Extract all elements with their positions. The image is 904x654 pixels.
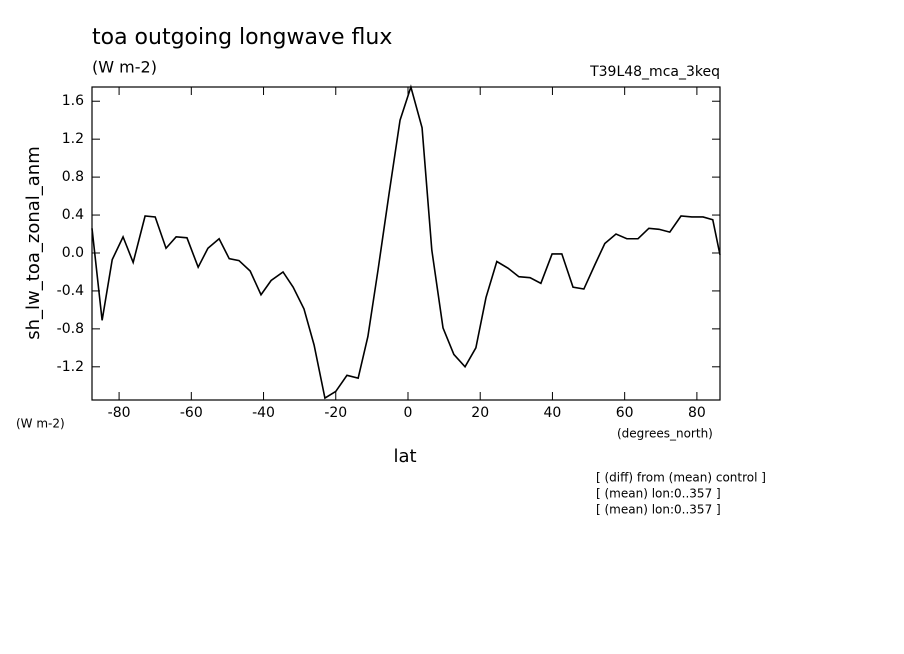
chart-title: toa outgoing longwave flux — [92, 25, 392, 50]
y-tick-label: -1.2 — [57, 359, 84, 375]
x-tick-label: -60 — [180, 405, 203, 421]
x-tick-label: 80 — [688, 405, 706, 421]
x-tick-label: 40 — [544, 405, 562, 421]
chart-subtitle: (W m-2) — [92, 58, 157, 77]
y-tick-label: 1.2 — [62, 131, 84, 147]
y-tick-label: 1.6 — [62, 93, 84, 109]
y-tick-label: 0.0 — [62, 245, 84, 261]
annotation: [ (mean) lon:0..357 ] — [596, 503, 721, 517]
plot-frame — [91, 86, 721, 401]
annotation: [ (mean) lon:0..357 ] — [596, 487, 721, 501]
x-units: (degrees_north) — [617, 427, 713, 441]
y-tick-label: 0.8 — [62, 169, 84, 185]
dataset-label: T39L48_mca_3keq — [589, 64, 720, 80]
x-tick-label: 20 — [471, 405, 489, 421]
y-axis-label: sh_lw_toa_zonal_anm — [23, 146, 44, 339]
x-tick-label: 60 — [616, 405, 634, 421]
y-units: (W m-2) — [16, 417, 65, 431]
y-tick-label: -0.8 — [57, 321, 84, 337]
x-tick-label: -80 — [108, 405, 131, 421]
annotation: [ (diff) from (mean) control ] — [596, 471, 766, 485]
y-tick-label: -0.4 — [57, 283, 84, 299]
y-tick-label: 0.4 — [62, 207, 84, 223]
x-axis-label: lat — [393, 446, 416, 467]
x-tick-label: -40 — [252, 405, 275, 421]
x-tick-label: -20 — [324, 405, 347, 421]
x-tick-label: 0 — [404, 405, 413, 421]
data-line — [91, 84, 721, 400]
